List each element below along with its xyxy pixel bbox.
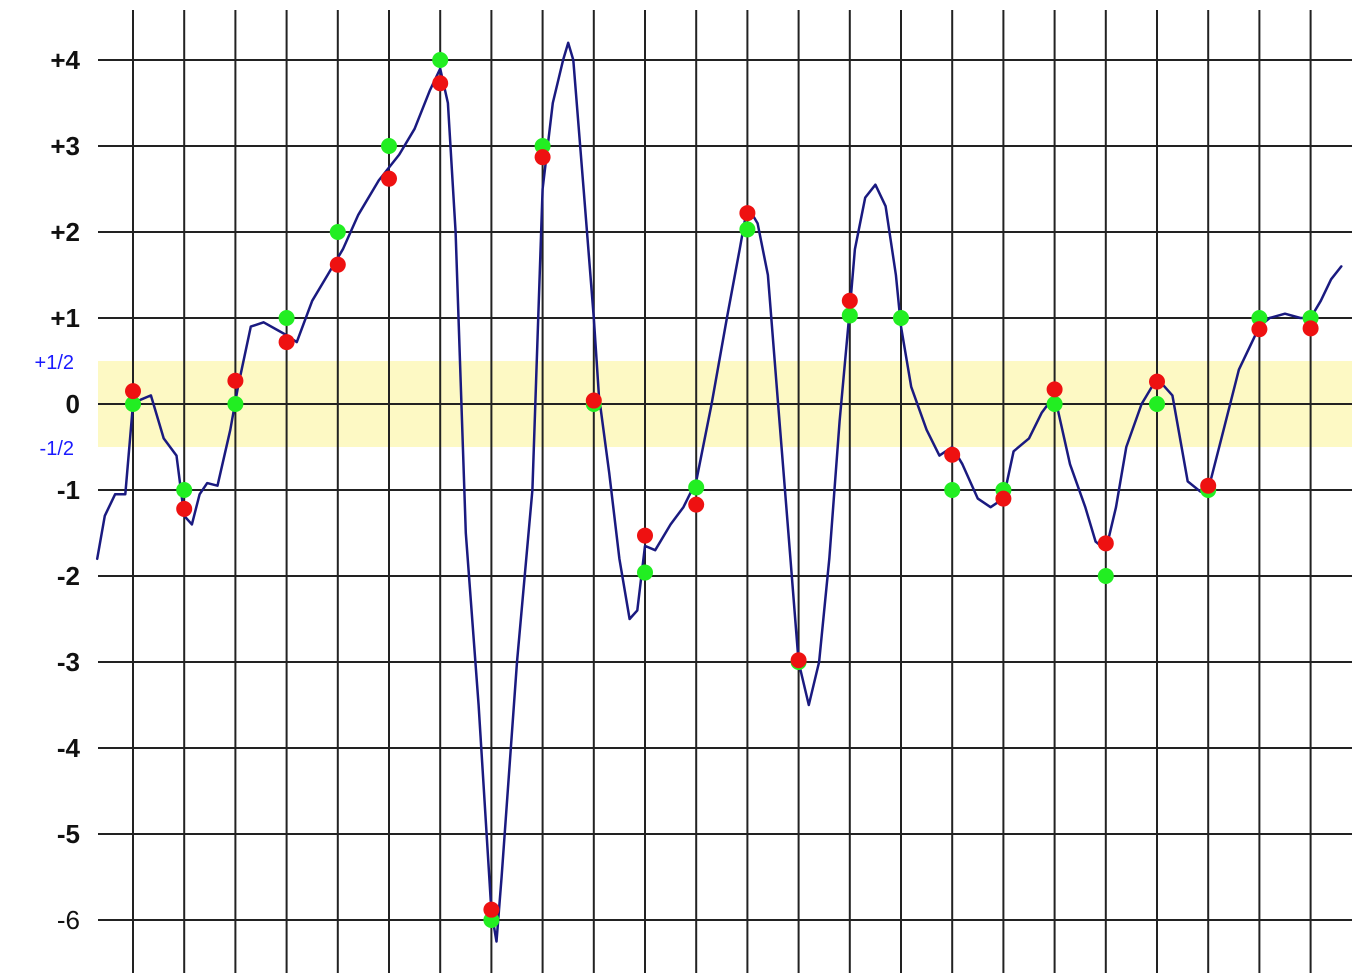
red-point xyxy=(1149,373,1165,390)
red-point xyxy=(995,490,1012,507)
y-tick-label: +1 xyxy=(50,303,80,333)
green-point xyxy=(534,138,551,154)
y-tick-label: -2 xyxy=(57,561,80,591)
red-point xyxy=(841,292,858,309)
red-point xyxy=(1200,477,1217,494)
red-point xyxy=(483,901,500,918)
red-point xyxy=(790,652,807,669)
green-point xyxy=(227,396,244,412)
red-point xyxy=(944,446,961,463)
markers xyxy=(125,52,1319,928)
green-point xyxy=(1251,310,1268,326)
y-tick-label: -3 xyxy=(57,647,80,677)
red-point xyxy=(329,256,346,273)
green-point xyxy=(944,482,961,498)
red-point xyxy=(176,500,193,517)
red-point xyxy=(534,149,551,166)
y-tick-label: -6 xyxy=(57,905,80,935)
grid xyxy=(98,10,1352,973)
green-point xyxy=(893,310,909,326)
y-tick-label: +3 xyxy=(50,131,80,161)
y-tick-label: -5 xyxy=(57,819,80,849)
green-point xyxy=(841,307,858,324)
green-point xyxy=(432,52,449,68)
red-point xyxy=(637,527,653,544)
red-point xyxy=(1046,381,1063,398)
red-point xyxy=(739,205,756,222)
green-point xyxy=(329,224,346,240)
red-point xyxy=(125,383,141,400)
red-point xyxy=(585,392,602,409)
green-point xyxy=(381,138,397,154)
green-point xyxy=(739,221,756,238)
y-tick-label: -1 xyxy=(57,475,80,505)
y-axis-labels: +4 +3 +2 +1 0 -1 -2 -3 -4 -5 -6 +1/2 -1/2 xyxy=(35,45,81,935)
red-point xyxy=(1302,320,1319,337)
green-point xyxy=(278,310,295,326)
red-point xyxy=(432,75,449,92)
red-point xyxy=(227,372,244,389)
green-point xyxy=(688,479,705,496)
y-tick-label: -4 xyxy=(57,733,81,763)
red-point xyxy=(688,496,705,513)
half-band-lower-label: -1/2 xyxy=(40,438,74,460)
red-point xyxy=(1251,321,1268,338)
green-point xyxy=(125,396,141,412)
green-point xyxy=(1046,396,1063,412)
green-point xyxy=(637,564,653,581)
red-point xyxy=(278,334,295,351)
green-point xyxy=(1149,396,1165,412)
green-point xyxy=(176,482,193,498)
y-tick-label: 0 xyxy=(66,389,80,419)
green-point xyxy=(1097,568,1114,584)
y-tick-label: +4 xyxy=(50,45,80,75)
red-point xyxy=(381,170,397,187)
y-tick-label: +2 xyxy=(50,217,80,247)
half-band-upper-label: +1/2 xyxy=(35,352,74,374)
red-point xyxy=(1097,535,1114,552)
